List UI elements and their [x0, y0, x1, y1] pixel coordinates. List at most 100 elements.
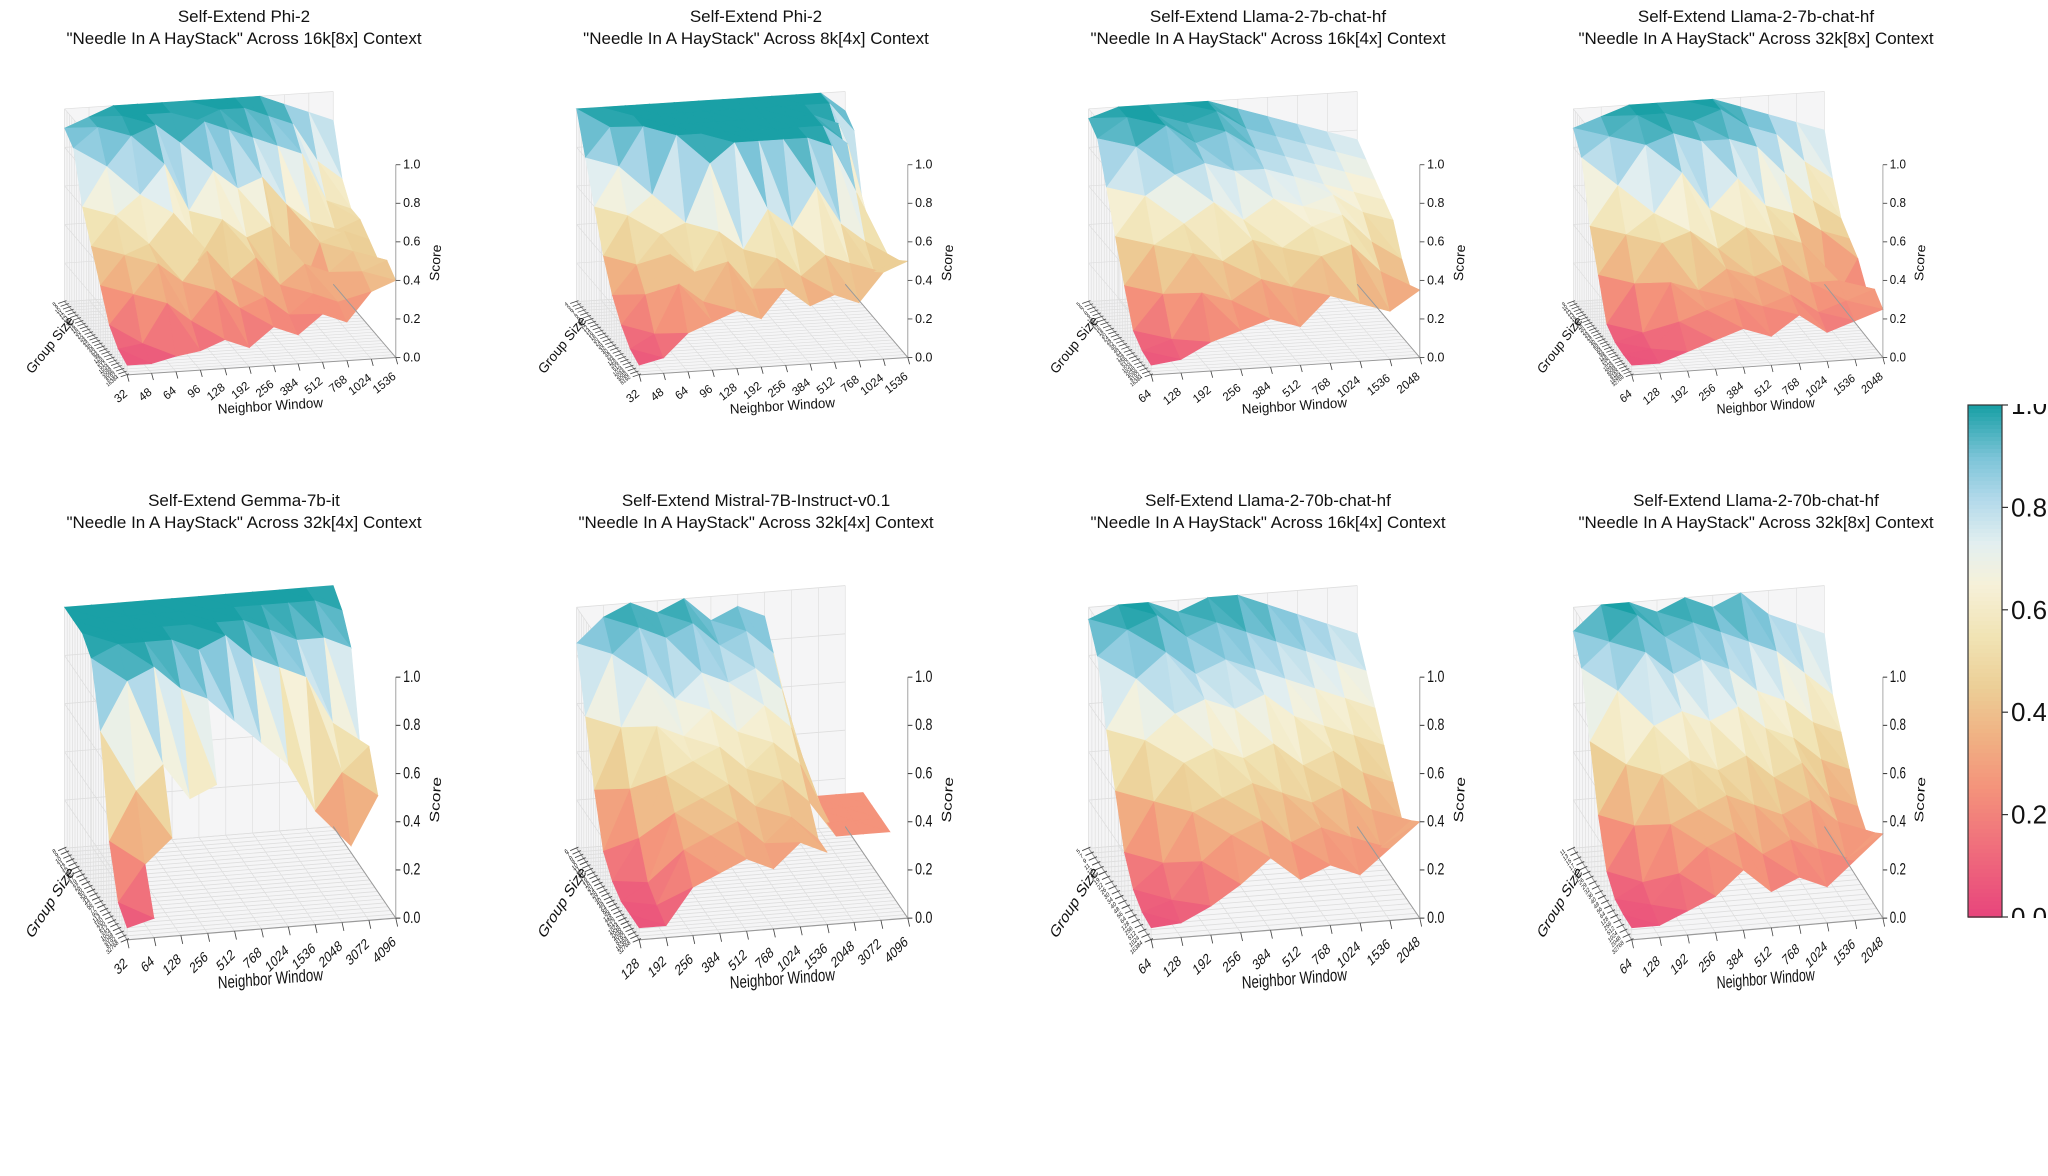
x-tick	[346, 360, 350, 368]
group-tick-label: 32	[1584, 887, 1591, 897]
group-tick-label: 7	[1079, 853, 1084, 861]
colorbar-gradient-step	[1968, 481, 2002, 486]
group-tick-label: 26	[1100, 886, 1108, 896]
group-tick	[615, 352, 624, 357]
x-tick	[1854, 920, 1858, 929]
group-tick	[1570, 851, 1579, 856]
x-tick	[153, 937, 157, 947]
grid-line	[631, 348, 901, 367]
colorbar-tick-label: 1.0	[2011, 404, 2046, 420]
colorbar-gradient-step	[1968, 909, 2002, 914]
group-tick-label: 5	[1076, 301, 1082, 308]
group-tick	[91, 339, 101, 344]
group-tick	[1118, 342, 1128, 347]
group-tick-label: 512	[98, 360, 108, 370]
group-tick-label: 512	[1121, 359, 1131, 369]
group-tick	[605, 341, 614, 345]
group-tick	[1593, 332, 1602, 337]
x-tick	[126, 374, 130, 382]
group-tick	[60, 850, 70, 855]
group-tick	[574, 853, 584, 859]
y-axis-title: Group Size	[1534, 313, 1585, 377]
group-tick-label: 96	[93, 352, 101, 361]
group-tick	[76, 873, 85, 878]
group-tick-label: 160	[94, 916, 104, 929]
plot-title-line2: "Needle In A HayStack" Across 8k[4x] Con…	[583, 29, 929, 49]
grid-line	[771, 288, 835, 363]
plot-cell-llama7b-32k8x: Self-Extend Llama-2-7b-chat-hf "Needle I…	[1526, 6, 1986, 451]
group-tick	[608, 902, 618, 908]
z-axis-title: Score	[1912, 244, 1928, 282]
colorbar-gradient-step	[1968, 753, 2002, 758]
grid-line	[576, 585, 846, 608]
group-tick-label: 128	[603, 911, 613, 924]
x-tick	[180, 935, 184, 944]
group-tick-label: 96	[1598, 350, 1606, 359]
group-tick	[1128, 913, 1137, 919]
group-tick	[595, 329, 604, 334]
group-tick-label: 14	[1092, 322, 1100, 331]
group-tick-label: 5	[566, 304, 572, 311]
surface-face	[288, 313, 324, 336]
x-tick	[1687, 370, 1690, 378]
group-tick-label: 113	[92, 913, 102, 925]
colorbar-gradient-step	[1968, 777, 2002, 782]
group-tick	[1108, 330, 1117, 335]
group-tick	[1616, 923, 1625, 929]
group-tick-label: 15	[1566, 858, 1573, 868]
group-tick	[1095, 865, 1104, 871]
colorbar-gradient-step	[1968, 469, 2002, 474]
grid-line	[629, 345, 898, 364]
group-tick-label: 1024	[1603, 361, 1615, 373]
x-tick	[785, 365, 788, 373]
group-tick-label: 256	[95, 357, 105, 367]
y-axis-title: Group Size	[535, 313, 589, 376]
group-tick-label: 26	[1578, 877, 1585, 887]
group-tick	[577, 308, 587, 313]
group-tick-label: 36	[1587, 891, 1594, 901]
grid-line	[1145, 350, 1415, 369]
x-tick-label: 768	[241, 944, 264, 973]
group-tick-label: 12	[576, 869, 584, 879]
group-tick-label: 20	[1579, 325, 1587, 334]
group-tick	[96, 345, 106, 349]
group-tick	[1571, 305, 1580, 310]
x-tick	[368, 920, 372, 929]
axis-line	[332, 283, 397, 358]
grid-line	[119, 348, 389, 367]
plot-cell-phi2-8k4x: Self-Extend Phi-2 "Needle In A HayStack"…	[526, 6, 986, 451]
x-tick	[1359, 361, 1363, 369]
colorbar-gradient-step	[1968, 905, 2002, 910]
y-axis-title: Group Size	[1535, 863, 1586, 942]
group-tick	[1136, 364, 1146, 368]
surface-face	[683, 849, 721, 888]
group-tick-label: 56	[1596, 906, 1603, 916]
colorbar-gradient-step	[1968, 801, 2002, 806]
group-tick-label: 10	[54, 307, 62, 316]
group-tick-label: 18	[583, 879, 591, 889]
group-tick	[1573, 856, 1582, 861]
group-tick-label: 10	[571, 862, 579, 872]
group-tick-label: 6	[1078, 304, 1084, 311]
colorbar-gradient-step	[1968, 601, 2002, 606]
colorbar-gradient-step	[1968, 609, 2002, 614]
group-tick-label: 64	[607, 354, 615, 363]
axis-line	[1151, 356, 1420, 376]
z-tick-label: 0.8	[1427, 717, 1444, 735]
colorbar-gradient-step	[1968, 513, 2002, 518]
group-tick	[625, 364, 634, 369]
colorbar-gradient-step	[1968, 885, 2002, 890]
group-tick-label: 10	[576, 319, 584, 328]
group-tick-label: 22	[1097, 882, 1105, 892]
group-tick-label: 64	[1599, 910, 1607, 921]
axis-line	[332, 826, 397, 919]
group-tick	[1588, 327, 1597, 331]
group-tick	[58, 300, 67, 304]
z-tick-label: 1.0	[1890, 157, 1906, 172]
surface-face	[1291, 286, 1331, 328]
x-tick	[1770, 927, 1774, 937]
colorbar-gradient-step	[1968, 533, 2002, 538]
surface-plot-llama70b-16k4x: 5791113161922263034404856641282565121024…	[1048, 585, 1469, 993]
group-tick	[89, 892, 98, 897]
group-tick	[1590, 329, 1599, 334]
